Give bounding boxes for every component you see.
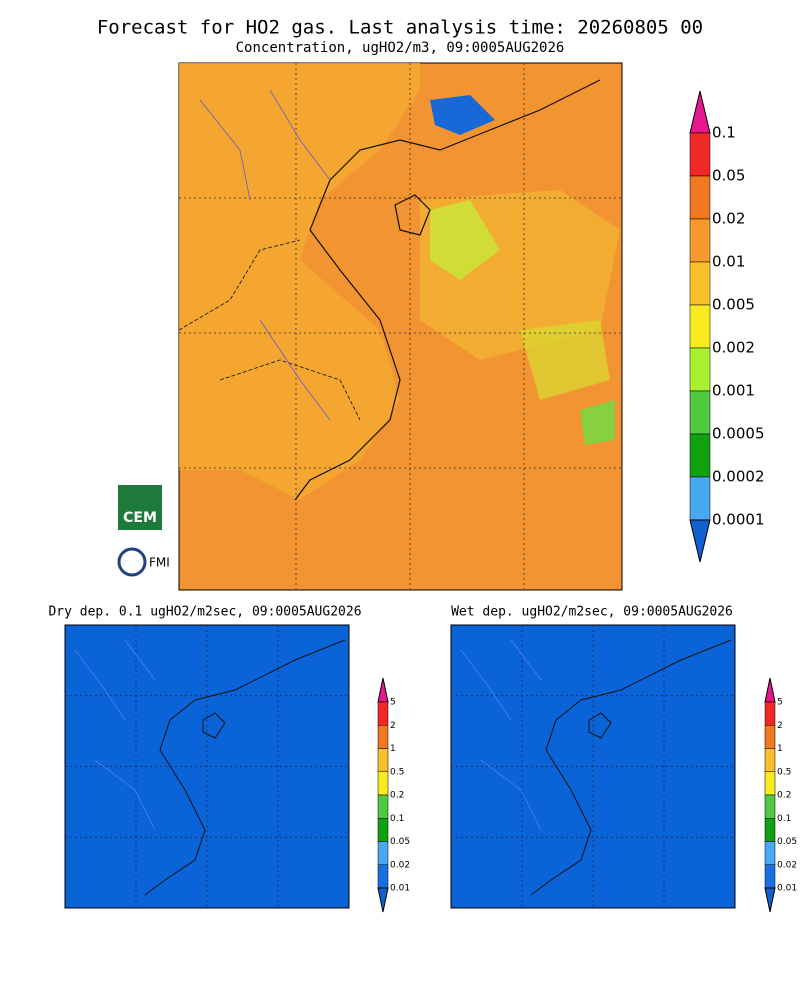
cem-text: CEM xyxy=(123,510,157,526)
colorbar-label: 2 xyxy=(390,721,396,731)
colorbar-segment xyxy=(377,725,389,749)
colorbar-segment xyxy=(689,132,711,177)
colorbar-segment xyxy=(689,347,711,392)
colorbar-segment xyxy=(377,701,389,726)
colorbar-segment xyxy=(689,218,711,263)
colorbar-segment xyxy=(764,725,776,749)
colorbar-segment xyxy=(764,748,776,772)
river xyxy=(74,639,156,831)
colorbar-segment xyxy=(689,433,711,478)
colorbar-label: 0.0005 xyxy=(712,425,765,443)
colorbar-arrow xyxy=(689,90,711,134)
colorbar-label: 0.01 xyxy=(712,253,745,271)
colorbar-segment xyxy=(377,841,389,865)
colorbar-arrow xyxy=(377,677,389,703)
colorbar-label: 0.002 xyxy=(712,339,755,357)
colorbar-segment xyxy=(764,794,776,819)
colorbar-label: 0.05 xyxy=(712,167,745,185)
coastline xyxy=(144,639,346,896)
colorbar-segment xyxy=(764,864,776,889)
colorbar-label: 5 xyxy=(390,698,396,708)
river xyxy=(460,639,542,831)
colorbar-label: 0.1 xyxy=(777,814,791,824)
colorbar-segment xyxy=(377,794,389,819)
colorbar-segment xyxy=(377,864,389,889)
colorbar-label: 0.02 xyxy=(712,210,745,228)
colorbar-arrow xyxy=(377,887,389,913)
colorbar-label: 0.1 xyxy=(390,814,404,824)
colorbar-segment xyxy=(377,771,389,796)
colorbar-label: 0.1 xyxy=(712,124,736,142)
colorbar-segment xyxy=(689,261,711,306)
colorbar-label: 0.0001 xyxy=(712,511,765,529)
wet-title: Wet dep. ugHO2/m2sec, 09:0005AUG2026 xyxy=(451,605,733,620)
colorbar-label: 0.5 xyxy=(777,767,791,777)
colorbar-label: 0.01 xyxy=(777,884,797,894)
colorbar-segment xyxy=(689,304,711,349)
title: Forecast for HO2 gas. Last analysis time… xyxy=(97,17,703,39)
island xyxy=(202,712,226,739)
colorbar-segment xyxy=(689,390,711,435)
cem-logo xyxy=(118,485,162,530)
colorbar-label: 0.001 xyxy=(712,382,755,400)
colorbar-label: 0.005 xyxy=(712,296,755,314)
colorbar-label: 0.01 xyxy=(390,884,410,894)
colorbar-label: 0.02 xyxy=(390,860,410,870)
colorbar-segment xyxy=(764,701,776,726)
colorbar-arrow xyxy=(689,519,711,563)
colorbar-segment xyxy=(764,818,776,842)
colorbar-segment xyxy=(689,476,711,521)
colorbar-label: 0.02 xyxy=(777,860,797,870)
subtitle: Concentration, ugHO2/m3, 09:0005AUG2026 xyxy=(236,40,565,56)
colorbar-label: 0.5 xyxy=(390,767,404,777)
colorbar-label: 0.2 xyxy=(777,791,791,801)
colorbar-label: 2 xyxy=(777,721,783,731)
colorbar-label: 0.05 xyxy=(777,837,797,847)
dry-title: Dry dep. 0.1 ugHO2/m2sec, 09:0005AUG2026 xyxy=(48,605,361,620)
colorbar-segment xyxy=(764,771,776,796)
colorbar-label: 1 xyxy=(777,744,783,754)
colorbar-label: 5 xyxy=(777,698,783,708)
colorbar-label: 0.0002 xyxy=(712,468,765,486)
colorbar-label: 0.2 xyxy=(390,791,404,801)
colorbar-segment xyxy=(764,841,776,865)
fmi-text: FMI xyxy=(149,556,170,570)
colorbar-segment xyxy=(377,748,389,772)
coastline xyxy=(530,639,732,896)
main-map xyxy=(178,62,623,591)
fmi-logo xyxy=(117,547,147,577)
colorbar-segment xyxy=(689,175,711,220)
colorbar-arrow xyxy=(764,677,776,703)
island xyxy=(588,712,612,739)
colorbar-label: 0.05 xyxy=(390,837,410,847)
colorbar-label: 1 xyxy=(390,744,396,754)
colorbar-arrow xyxy=(764,887,776,913)
colorbar-segment xyxy=(377,818,389,842)
